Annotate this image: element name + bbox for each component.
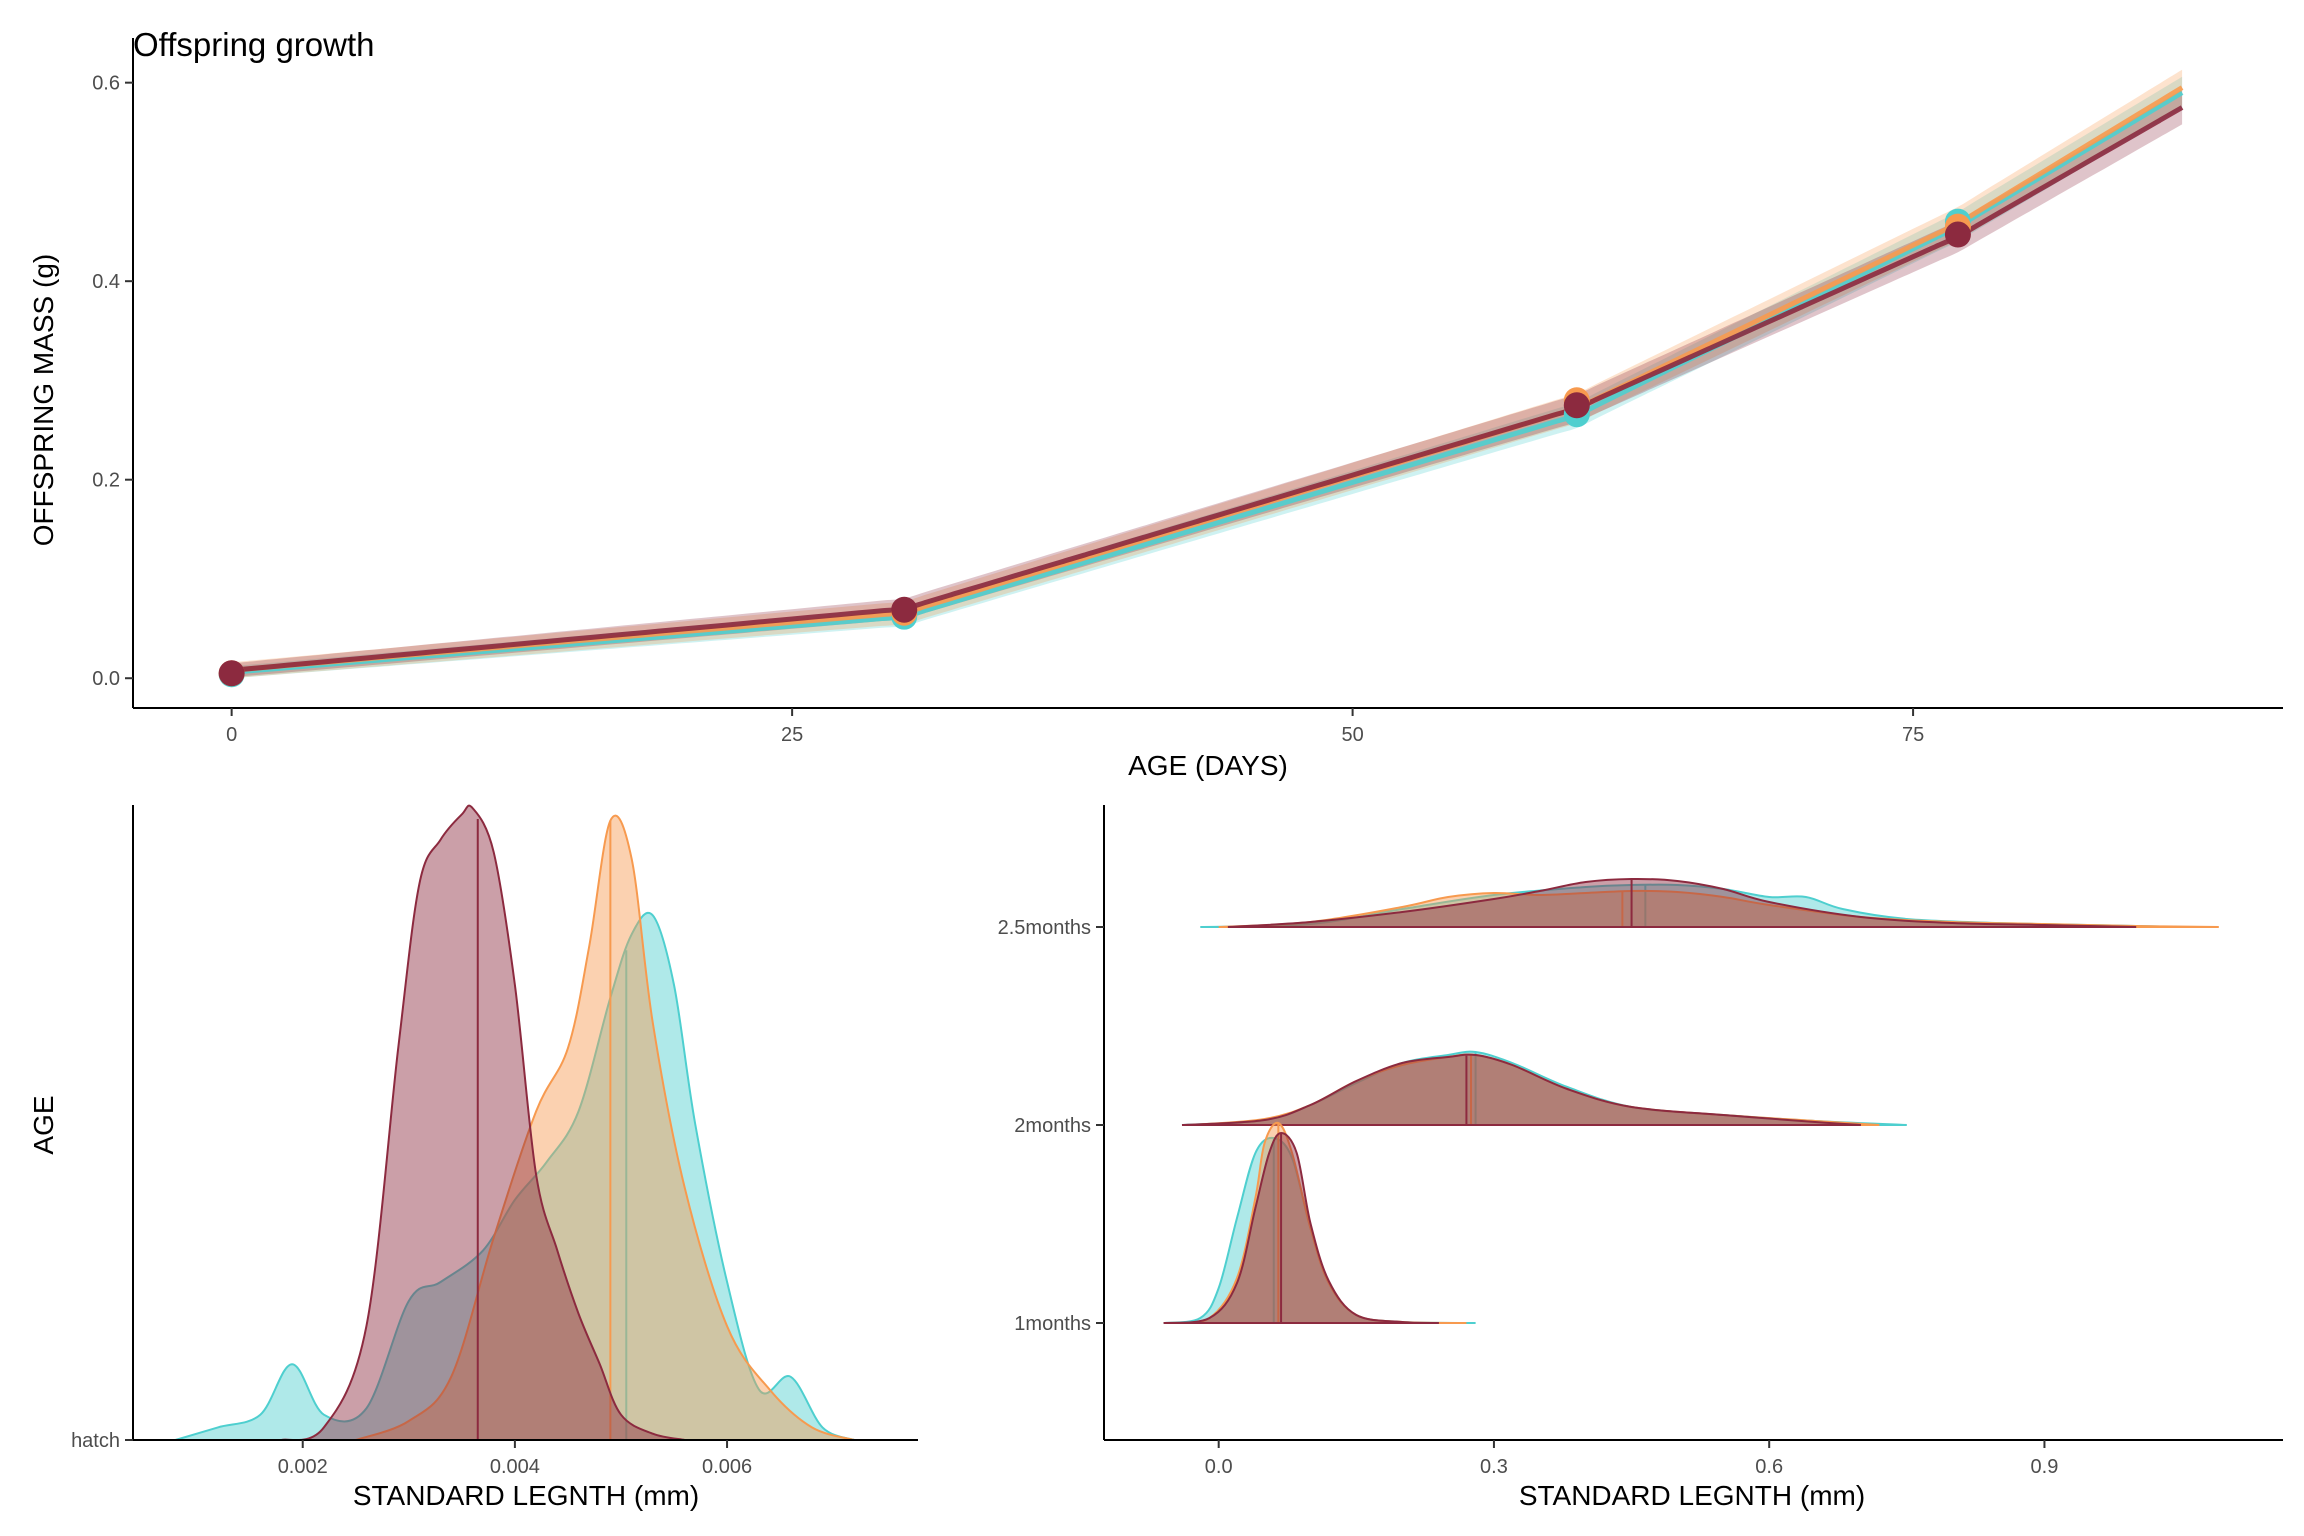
- y-axis-label: OFFSPRING MASS (g): [28, 254, 59, 546]
- hatch-density-panel: 0.002 0.004 0.006 hatch STANDARD LEGNTH (mm…: [28, 804, 918, 1511]
- x-axis-label: AGE (DAYS): [1128, 750, 1288, 781]
- x-tick-label: 0.002: [278, 1456, 328, 1478]
- y-tick-label: 0.4: [92, 271, 120, 293]
- ci-band: [231, 69, 2183, 679]
- ci-band: [231, 76, 2183, 679]
- ridge-area: [1218, 889, 2219, 928]
- data-point: [218, 660, 245, 687]
- fit-lines: [231, 85, 2184, 675]
- y-axis-label: AGE: [28, 1095, 59, 1154]
- x-tick-label: 25: [781, 724, 803, 746]
- x-tick-label: 0.3: [1480, 1456, 1508, 1478]
- data-point: [891, 596, 918, 623]
- data-point: [1944, 221, 1971, 248]
- growth-panel: Offspring growth 0 25 50 75 0.0 0.2 0.4 0.6 AGE…: [28, 26, 2283, 781]
- axes: 0.002 0.004 0.006 hatch: [71, 805, 918, 1478]
- x-tick-label: 75: [1902, 724, 1924, 746]
- x-tick-label: 0.6: [1755, 1456, 1783, 1478]
- density-area: [175, 911, 855, 1441]
- x-tick-label: 0: [226, 724, 237, 746]
- ci-band: [231, 90, 2183, 678]
- axes: 0 25 50 75 0.0 0.2 0.4 0.6: [92, 38, 2283, 746]
- ridge-areas: [1163, 877, 2219, 1325]
- density-area: [355, 814, 855, 1441]
- x-axis-label: STANDARD LEGNTH (mm): [1519, 1480, 1865, 1511]
- ci-bands: [231, 69, 2183, 679]
- y-tick-label: 1months: [1014, 1313, 1091, 1335]
- y-tick-label: 2months: [1014, 1115, 1091, 1137]
- ridge-area: [1163, 1131, 1439, 1324]
- x-tick-label: 50: [1341, 724, 1363, 746]
- data-point: [1563, 392, 1590, 419]
- fit-line: [231, 90, 2184, 675]
- x-axis-label: STANDARD LEGNTH (mm): [353, 1480, 699, 1511]
- density-areas: [175, 804, 855, 1442]
- ridge-area: [1227, 877, 2137, 928]
- x-tick-label: 0.006: [702, 1456, 752, 1478]
- fit-line: [231, 85, 2184, 673]
- y-tick-label: 0.6: [92, 73, 120, 95]
- y-tick-label: 0.0: [92, 668, 120, 690]
- density-area: [281, 804, 685, 1442]
- x-tick-label: 0.9: [2031, 1456, 2059, 1478]
- chart-title: Offspring growth: [133, 26, 375, 63]
- fit-line: [231, 105, 2184, 673]
- data-points: [218, 208, 1971, 688]
- x-tick-label: 0.0: [1205, 1456, 1233, 1478]
- y-tick-label: hatch: [71, 1430, 120, 1452]
- ridgeline-panel: 0.0 0.3 0.6 0.9 1months 2months 2.5months STAN…: [998, 805, 2283, 1511]
- y-tick-label: 0.2: [92, 470, 120, 492]
- ridge-area: [1181, 1053, 1861, 1126]
- axes: 0.0 0.3 0.6 0.9 1months 2months 2.5months: [998, 805, 2283, 1478]
- y-tick-label: 2.5months: [998, 917, 1091, 939]
- x-tick-label: 0.004: [490, 1456, 540, 1478]
